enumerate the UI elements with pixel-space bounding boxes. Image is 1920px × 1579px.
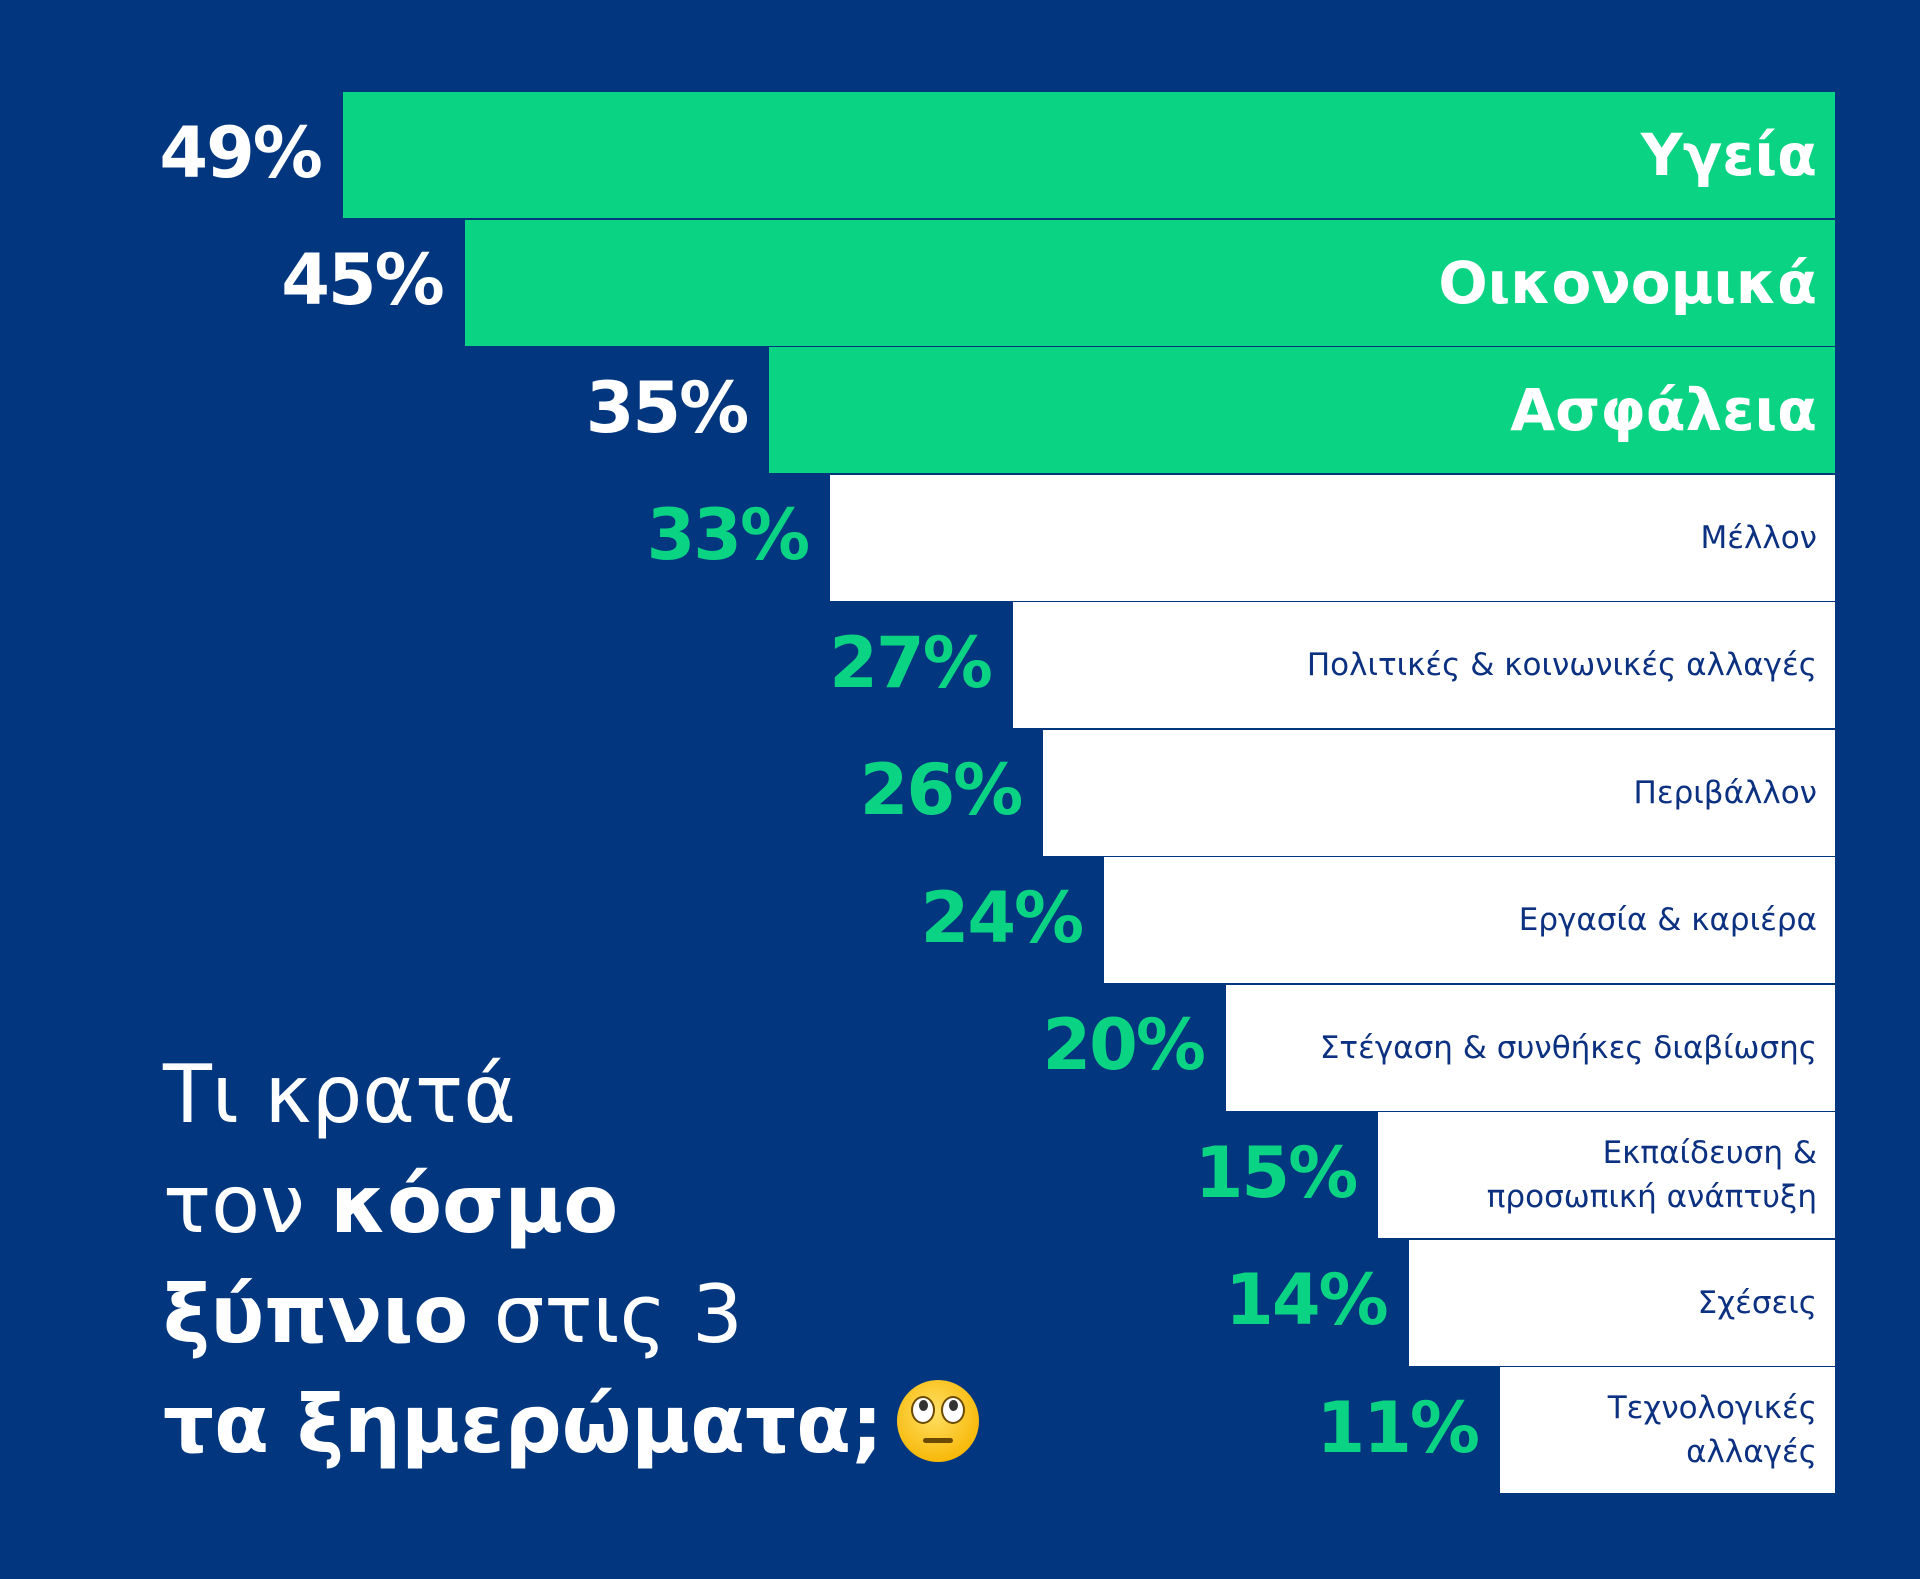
face-with-rolling-eyes-icon [897,1380,980,1462]
bar-6: Εργασία & καριέρα [1104,857,1835,983]
bar-1: Οικονομικά [464,219,1835,346]
value-label: 15% [1194,1131,1359,1214]
bar-2: Ασφάλεια [769,347,1835,473]
bar-7: Στέγαση & συνθήκες διαβίωσης [1226,984,1835,1111]
value-label: 49% [159,111,323,194]
category-label: Περιβάλλον [1633,774,1817,811]
value-label: 24% [920,876,1085,959]
category-label: Μέλλον [1700,519,1817,556]
value-label: 20% [1042,1004,1206,1087]
category-label: Τεχνολογικές αλλαγές [1607,1390,1817,1470]
title-line-4: τα ξημερώματα; [163,1370,980,1480]
category-label: Υγεία [1640,121,1817,189]
category-label: Σχέσεις [1697,1284,1817,1321]
bar-4: Πολιτικές & κοινωνικές αλλαγές [1012,602,1835,728]
value-label: 33% [646,494,811,577]
bar-0: Υγεία [342,92,1835,218]
chart-title: Τι κρατά τον κόσμο ξύπνιο στις 3 τα ξημε… [163,1040,980,1480]
value-label: 26% [859,749,1024,832]
title-line-3: ξύπνιο στις 3 [163,1268,743,1361]
category-label: Εκπαίδευση & προσωπική ανάπτυξη [1486,1135,1817,1215]
title-line-2: τον κόσμο [163,1158,619,1251]
title-line-1: Τι κρατά [163,1048,516,1141]
category-label: Στέγαση & συνθήκες διαβίωσης [1319,1029,1817,1066]
category-label: Εργασία & καριέρα [1518,902,1817,938]
value-label: 14% [1225,1259,1389,1342]
value-label: 11% [1316,1386,1480,1469]
value-label: 27% [829,621,993,704]
category-label: Πολιτικές & κοινωνικές αλλαγές [1306,647,1817,683]
bar-10: Τεχνολογικές αλλαγές [1500,1367,1835,1493]
category-label: Οικονομικά [1438,248,1817,317]
bar-3: Μέλλον [830,474,1835,601]
bar-5: Περιβάλλον [1043,729,1835,856]
category-label: Ασφάλεια [1510,376,1817,444]
bar-8: Εκπαίδευση & προσωπική ανάπτυξη [1378,1112,1835,1238]
value-label: 35% [585,366,750,449]
value-label: 45% [281,239,445,322]
bar-9: Σχέσεις [1408,1239,1835,1366]
